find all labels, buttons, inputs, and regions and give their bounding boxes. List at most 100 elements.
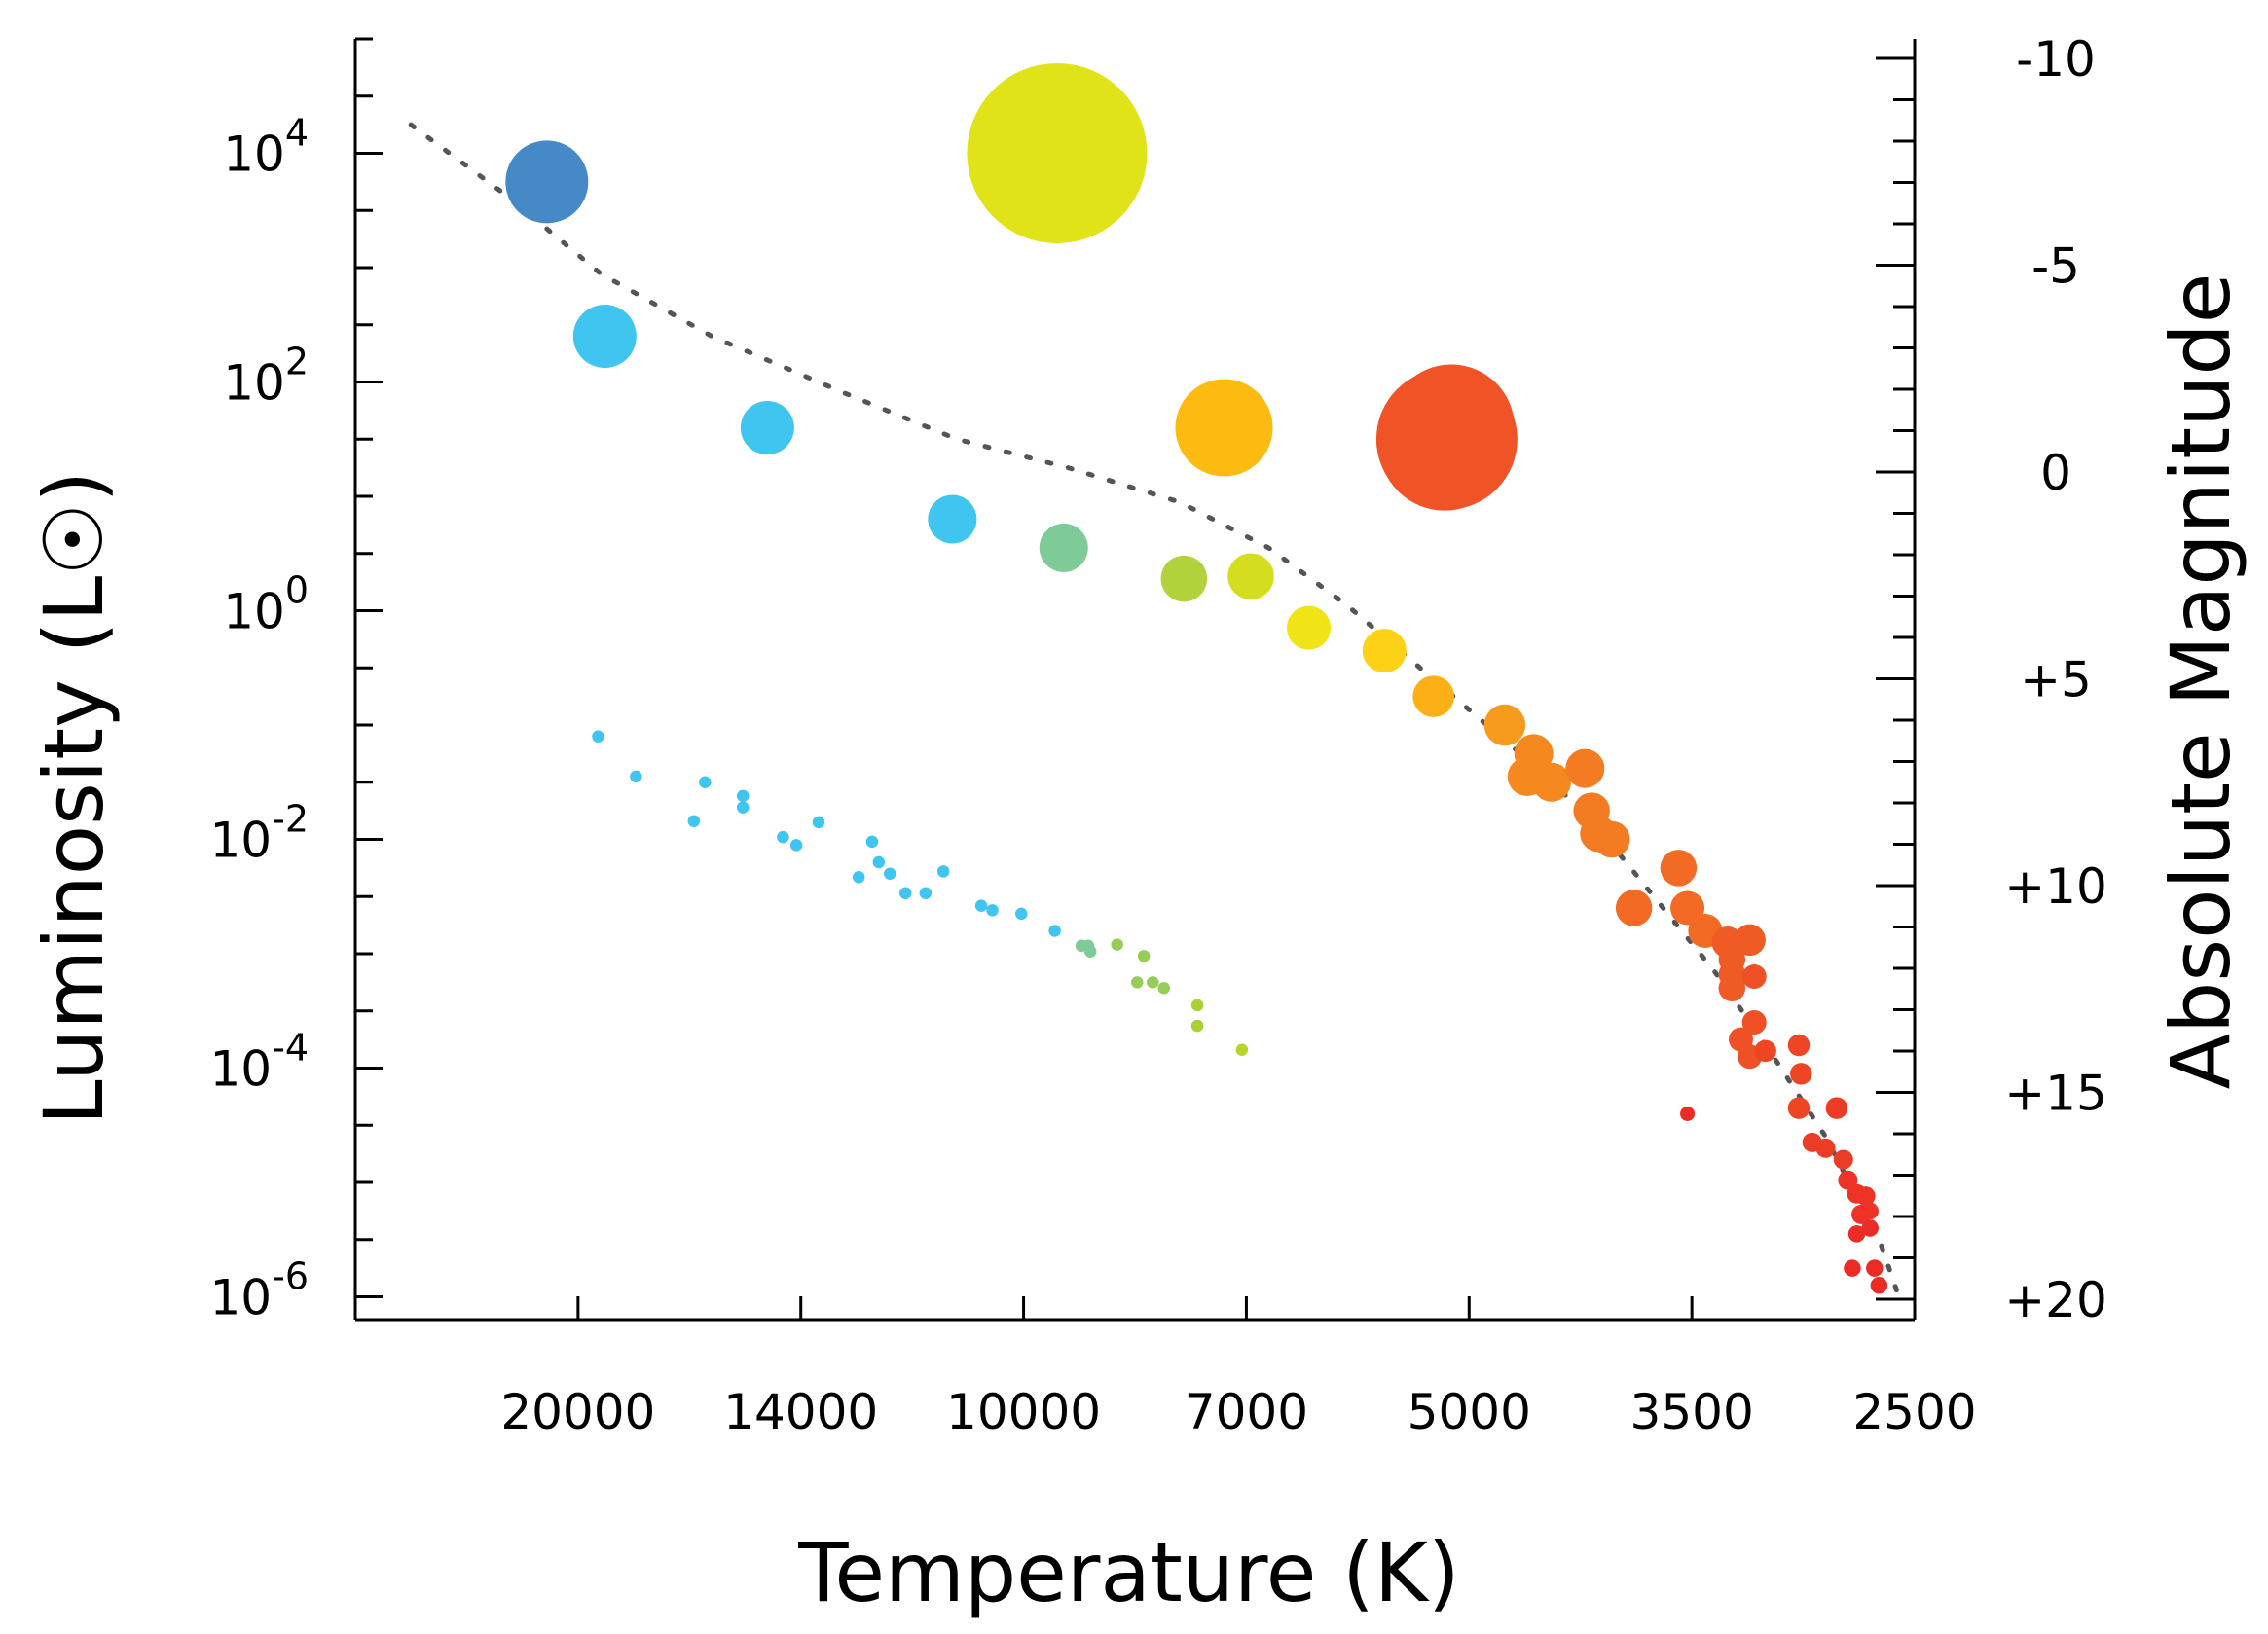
main-sequence-point	[1870, 1277, 1888, 1294]
main-sequence-point	[1825, 1097, 1848, 1119]
white-dwarfs-point	[1131, 976, 1144, 989]
main-sequence-point	[1593, 820, 1630, 858]
main-sequence-point	[1531, 762, 1571, 802]
white-dwarfs-point	[986, 904, 999, 917]
white-dwarfs-point	[592, 730, 604, 743]
axes	[353, 37, 1917, 1322]
white-dwarfs-point	[1235, 1043, 1249, 1056]
white-dwarfs-point	[1048, 925, 1061, 937]
y-tick-label: 10-6	[209, 1255, 309, 1326]
white-dwarfs-point	[1137, 950, 1151, 962]
y-tick-base: 10	[223, 127, 285, 183]
y-tick-label: 10-4	[209, 1027, 309, 1098]
white-dwarfs-point	[919, 887, 933, 899]
white-dwarfs-point	[736, 801, 750, 814]
white-dwarfs-point	[1015, 907, 1028, 921]
x-tick-label: 7000	[1185, 1384, 1308, 1440]
white-dwarfs-point	[1083, 945, 1097, 958]
white-dwarfs-point	[812, 816, 825, 829]
white-dwarfs-point	[974, 899, 988, 912]
giants-point	[967, 63, 1148, 243]
white-dwarfs-point	[899, 887, 912, 899]
white-dwarfs-point	[777, 830, 789, 844]
white-dwarfs-point	[1190, 1019, 1204, 1033]
x-tick-label: 20000	[500, 1384, 655, 1440]
y2-tick-label: 0	[2040, 445, 2071, 501]
y2-tick-label: +10	[2004, 858, 2107, 915]
y-tick-exponent: 0	[285, 569, 309, 612]
main-sequence-point	[1734, 924, 1766, 957]
main-sequence-point	[1861, 1202, 1879, 1220]
y-tick-base: 10	[209, 813, 272, 869]
main-sequence-point	[1287, 605, 1332, 650]
y-tick-label: 102	[223, 341, 309, 412]
main-sequence-point	[505, 140, 589, 224]
white-dwarfs-point	[865, 835, 879, 849]
main-sequence-point	[1227, 553, 1274, 599]
y-tick-exponent: -6	[272, 1255, 309, 1298]
y-tick-label: 10-2	[209, 798, 309, 869]
x-tick-label: 10000	[946, 1384, 1101, 1440]
main-sequence-point	[1680, 1107, 1696, 1121]
y2-tick-label: +5	[2020, 652, 2092, 708]
y-tick-label: 104	[223, 112, 309, 183]
main-sequence-point	[1362, 629, 1407, 673]
y-tick-base: 10	[223, 355, 285, 412]
y-tick-base: 10	[209, 1270, 272, 1326]
main-sequence-point	[1787, 1034, 1811, 1057]
main-sequence-point	[1855, 1186, 1876, 1207]
main-sequence-point	[1718, 974, 1746, 1001]
x-tick-label: 5000	[1408, 1384, 1531, 1440]
y2-tick-label: +20	[2004, 1272, 2107, 1328]
main-sequence-point	[1838, 1170, 1858, 1190]
main-sequence-point	[740, 401, 794, 454]
main-sequence-point	[1847, 1225, 1866, 1243]
white-dwarfs-point	[1190, 999, 1204, 1012]
main-sequence-point	[1483, 704, 1526, 746]
main-sequence-point	[1754, 1039, 1776, 1063]
y-tick-label: 100	[223, 569, 309, 640]
main-sequence-point	[1565, 748, 1605, 788]
y2-tick-label: +15	[2004, 1066, 2107, 1122]
white-dwarfs-point	[936, 865, 950, 878]
main-sequence-trendline	[408, 122, 1900, 1294]
x-axis-title: Temperature (K)	[797, 1525, 1459, 1620]
main-sequence-point	[1844, 1259, 1861, 1277]
x-tick-label: 3500	[1630, 1384, 1754, 1440]
main-sequence-point	[1790, 1063, 1812, 1085]
white-dwarfs-point	[630, 770, 642, 783]
main-sequence-trendline-group	[408, 122, 1900, 1294]
white-dwarfs-point	[884, 867, 896, 880]
main-sequence-point	[1615, 890, 1653, 926]
y2-tick-label: -10	[2016, 31, 2096, 88]
main-sequence-point	[1412, 675, 1454, 717]
white-dwarfs-point	[852, 871, 865, 884]
white-dwarfs-point	[789, 839, 803, 852]
data-points	[505, 63, 1888, 1294]
y-tick-exponent: -2	[272, 798, 309, 841]
main-sequence-point	[1039, 523, 1088, 572]
white-dwarfs-point	[699, 776, 712, 788]
main-sequence-point	[1815, 1138, 1836, 1158]
y-tick-exponent: 2	[285, 341, 309, 383]
y-tick-base: 10	[209, 1041, 272, 1098]
x-tick-label: 14000	[723, 1384, 878, 1440]
white-dwarfs-point	[687, 815, 701, 827]
main-sequence-point	[1866, 1259, 1884, 1277]
y2-tick-label: -5	[2031, 238, 2080, 295]
main-sequence-point	[1741, 964, 1767, 989]
main-sequence-point	[1160, 555, 1208, 602]
giants-point	[1378, 379, 1511, 511]
main-sequence-point	[1660, 850, 1698, 887]
y-axis-title: Luminosity (L☉)	[26, 471, 122, 1125]
white-dwarfs-point	[1157, 982, 1171, 995]
y-tick-base: 10	[223, 584, 285, 640]
main-sequence-point	[1787, 1097, 1811, 1119]
main-sequence-point	[1670, 890, 1705, 926]
x-tick-label: 2500	[1852, 1384, 1976, 1440]
y-tick-exponent: -4	[272, 1027, 309, 1070]
y-tick-exponent: 4	[285, 112, 309, 155]
main-sequence-point	[928, 494, 977, 544]
